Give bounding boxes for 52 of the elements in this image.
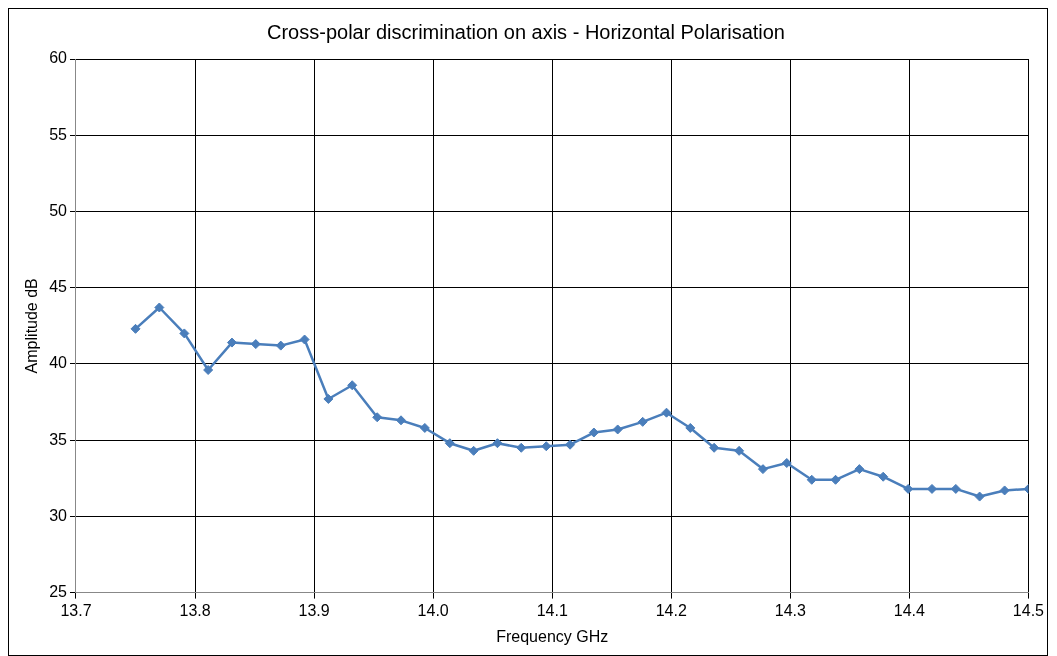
point <box>685 422 696 433</box>
point <box>444 438 455 449</box>
point <box>226 337 237 348</box>
y-tick-label: 40 <box>49 354 68 372</box>
point <box>179 328 190 339</box>
y-tick-label: 35 <box>49 430 68 448</box>
point <box>806 474 817 485</box>
x-tick-label: 13.9 <box>298 601 330 619</box>
x-tick-label: 13.7 <box>60 601 92 619</box>
point <box>275 340 286 351</box>
point <box>372 412 383 423</box>
x-tick-label: 14.1 <box>536 601 568 619</box>
x-tick-label: 14.2 <box>655 601 687 619</box>
point <box>203 365 214 376</box>
point <box>396 415 407 426</box>
point <box>661 407 672 418</box>
point <box>419 422 430 433</box>
y-tick-label: 60 <box>49 49 68 67</box>
point <box>565 439 576 450</box>
y-tick-label: 45 <box>49 278 68 296</box>
point <box>323 393 334 404</box>
x-tick-label: 14.0 <box>417 601 449 619</box>
point <box>854 464 865 475</box>
x-axis-title: Frequency GHz <box>496 627 609 645</box>
point <box>612 424 623 435</box>
y-tick-label: 30 <box>49 506 68 524</box>
point <box>757 464 768 475</box>
y-tick-label: 55 <box>49 125 68 143</box>
point <box>878 471 889 482</box>
x-tick-label: 14.4 <box>893 601 926 619</box>
point <box>299 334 310 345</box>
point <box>974 491 985 502</box>
point <box>516 442 527 453</box>
point <box>347 380 358 391</box>
y-tick-label: 25 <box>49 583 68 601</box>
point <box>830 474 841 485</box>
y-tick-label: 50 <box>49 201 68 219</box>
chart-title: Cross-polar discrimination on axis - Horizontal Polarisation <box>267 20 785 43</box>
point <box>734 445 745 456</box>
point <box>781 458 792 469</box>
point <box>927 483 937 494</box>
x-tick-label: 13.8 <box>179 601 211 619</box>
y-axis-title: Amplitude dB <box>23 278 41 374</box>
x-tick-label: 14.5 <box>1012 601 1045 619</box>
x-tick-label: 14.3 <box>774 601 806 619</box>
point <box>154 302 165 313</box>
point <box>999 485 1010 496</box>
point <box>468 445 479 456</box>
point <box>637 416 648 427</box>
point <box>130 323 141 334</box>
point <box>492 438 503 449</box>
point <box>588 427 599 438</box>
